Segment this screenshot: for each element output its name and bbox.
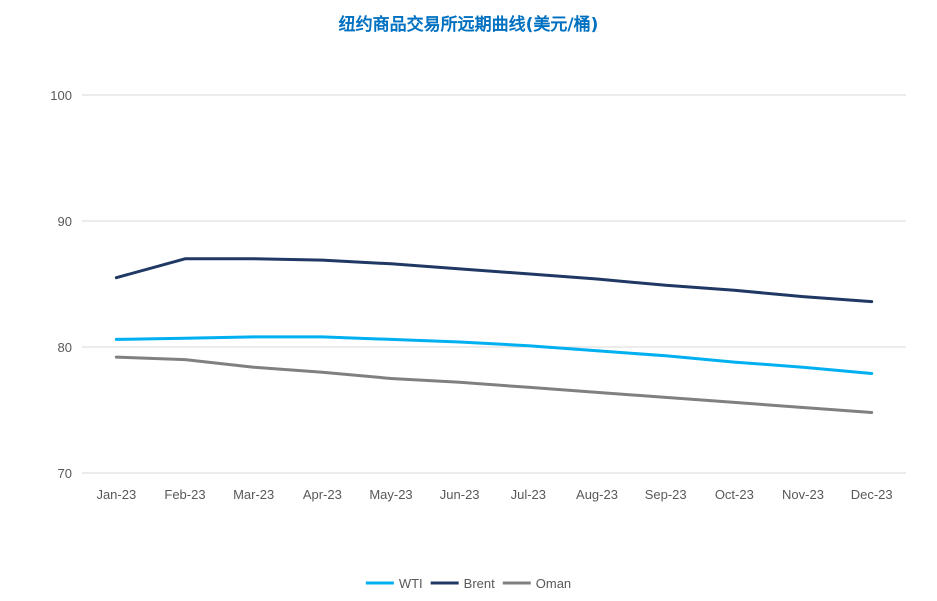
grid-layer [82, 94, 906, 474]
y-tick-label: 70 [58, 466, 72, 481]
legend-label-brent: Brent [464, 576, 495, 591]
x-tick-label: Jan-23 [96, 487, 136, 502]
x-tick-label: May-23 [369, 487, 412, 502]
x-tick-label: Jun-23 [440, 487, 480, 502]
x-tick-label: Jul-23 [511, 487, 546, 502]
x-axis-tick-labels: Jan-23 Feb-23 Mar-23 Apr-23 May-23 Jun-23 Jul-… [96, 487, 892, 502]
x-tick-label: Oct-23 [715, 487, 754, 502]
y-axis-tick-labels: 100 90 80 70 [50, 88, 72, 481]
x-tick-label: Aug-23 [576, 487, 618, 502]
legend: WTI Brent Oman [365, 576, 571, 591]
x-tick-label: Sep-23 [645, 487, 687, 502]
x-tick-label: Mar-23 [233, 487, 274, 502]
series-line-wti [114, 335, 874, 375]
x-tick-label: Nov-23 [782, 487, 824, 502]
series-lines [114, 257, 874, 414]
y-tick-label: 80 [58, 340, 72, 355]
y-tick-label: 90 [58, 214, 72, 229]
series-line-oman [114, 355, 874, 414]
x-tick-label: Apr-23 [303, 487, 342, 502]
chart-title: 纽约商品交易所远期曲线(美元/桶) [338, 15, 599, 35]
legend-label-wti: WTI [399, 576, 423, 591]
y-tick-label: 100 [50, 88, 72, 103]
x-tick-label: Feb-23 [164, 487, 205, 502]
legend-label-oman: Oman [536, 576, 571, 591]
x-tick-label: Dec-23 [851, 487, 893, 502]
series-line-brent [114, 257, 874, 304]
